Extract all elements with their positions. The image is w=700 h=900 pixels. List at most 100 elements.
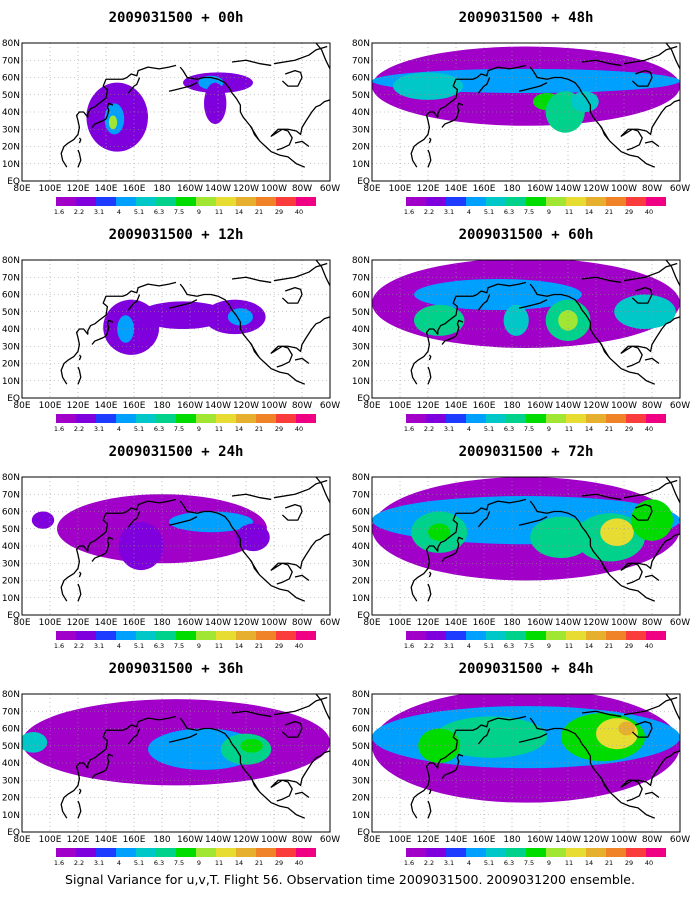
colorbar-swatch xyxy=(236,197,256,206)
colorbar-level-label: 2.2 xyxy=(424,642,434,650)
colorbar-level-label: 29 xyxy=(625,859,633,867)
colorbar-swatch xyxy=(466,197,486,206)
map-frame xyxy=(371,693,681,833)
colorbar: 1.6 2.2 3.1 4 5.1 6.3 7.5 9 11 14 21 29 40 xyxy=(54,414,316,433)
latitude-tick-label: 70N xyxy=(2,707,20,717)
latitude-tick-label: 40N xyxy=(2,542,20,552)
colorbar-swatch xyxy=(606,414,626,423)
longitude-tick-label: 60W xyxy=(320,184,340,194)
colorbar-swatch xyxy=(486,414,506,423)
coastline xyxy=(665,477,680,504)
colorbar-level-label: 11 xyxy=(565,208,573,216)
coastline xyxy=(441,753,464,779)
coastline xyxy=(281,286,303,304)
longitude-tick-label: 140E xyxy=(445,184,468,194)
latitude-tick-label: 80N xyxy=(352,256,370,266)
coastline xyxy=(427,149,432,168)
colorbar-level-label: 7.5 xyxy=(174,642,184,650)
latitude-tick-label: 80N xyxy=(2,473,20,483)
longitude-tick-label: 120E xyxy=(67,835,90,845)
longitude-tick-label: 120E xyxy=(417,401,440,411)
latitude-tick-label: 60N xyxy=(2,291,20,301)
colorbar-swatch xyxy=(56,631,76,640)
colorbar: 1.6 2.2 3.1 4 5.1 6.3 7.5 9 11 14 21 29 40 xyxy=(404,848,666,867)
latitude-tick-label: 40N xyxy=(352,108,370,118)
variance-contour-fill xyxy=(31,511,55,529)
longitude-tick-label: 100E xyxy=(389,401,412,411)
colorbar-swatch xyxy=(406,631,426,640)
colorbar-swatch xyxy=(646,197,666,206)
colorbar-level-label: 29 xyxy=(275,642,283,650)
colorbar-level-label: 21 xyxy=(255,425,263,433)
colorbar-swatch xyxy=(296,848,316,857)
coastline xyxy=(644,791,660,799)
latitude-tick-label: EQ xyxy=(357,611,370,621)
colorbar: 1.6 2.2 3.1 4 5.1 6.3 7.5 9 11 14 21 29 40 xyxy=(54,631,316,650)
latitude-tick-label: 80N xyxy=(352,39,370,49)
coastline xyxy=(518,82,548,92)
colorbar-swatch xyxy=(506,848,526,857)
colorbar-swatch xyxy=(116,631,136,640)
coastline xyxy=(427,366,432,385)
colorbar-level-label: 7.5 xyxy=(524,859,534,867)
coastline xyxy=(60,715,177,819)
colorbar-swatch xyxy=(546,631,566,640)
colorbar-swatch xyxy=(486,848,506,857)
coastline xyxy=(281,69,303,87)
longitude-tick-label: 100E xyxy=(389,835,412,845)
latitude-tick-label: 70N xyxy=(352,707,370,717)
colorbar-level-label: 5.1 xyxy=(134,642,144,650)
coastline xyxy=(428,354,432,361)
colorbar-swatch xyxy=(586,848,606,857)
colorbar-level-label: 40 xyxy=(645,425,653,433)
colorbar-level-label: 6.3 xyxy=(504,208,514,216)
longitude-tick-label: 140E xyxy=(95,401,118,411)
colorbar-swatch xyxy=(296,414,316,423)
longitude-tick-label: 180 xyxy=(153,835,170,845)
longitude-tick-label: 100W xyxy=(611,835,637,845)
colorbar-level-label: 11 xyxy=(215,859,223,867)
coastline xyxy=(168,516,198,526)
colorbar-level-label: 9 xyxy=(197,642,201,650)
colorbar-level-label: 5.1 xyxy=(134,208,144,216)
colorbar-level-label: 11 xyxy=(565,859,573,867)
longitude-tick-label: 60W xyxy=(670,618,690,628)
longitude-tick-label: 60W xyxy=(320,618,340,628)
longitude-tick-label: 60W xyxy=(670,835,690,845)
coastline xyxy=(294,574,310,582)
colorbar-level-label: 21 xyxy=(605,425,613,433)
colorbar-level-label: 2.2 xyxy=(74,642,84,650)
longitude-tick-label: 180 xyxy=(153,184,170,194)
latitude-tick-label: 10N xyxy=(352,160,370,170)
longitude-tick-label: 160W xyxy=(527,618,553,628)
coastline xyxy=(179,717,306,819)
colorbar-level-label: 11 xyxy=(215,425,223,433)
longitude-tick-label: 140W xyxy=(205,184,231,194)
longitude-tick-label: 80E xyxy=(363,835,380,845)
longitude-tick-label: 80W xyxy=(292,835,312,845)
coastline xyxy=(249,559,260,574)
colorbar-swatch xyxy=(466,414,486,423)
colorbar-swatch xyxy=(566,414,586,423)
latitude-tick-label: 70N xyxy=(352,490,370,500)
variance-contour-fill xyxy=(631,499,673,541)
colorbar-swatch xyxy=(156,197,176,206)
colorbar-swatch xyxy=(96,414,116,423)
latitude-tick-label: EQ xyxy=(7,394,20,404)
variance-contour-fill xyxy=(236,523,270,552)
colorbar-swatch xyxy=(296,197,316,206)
longitude-tick-label: 180 xyxy=(503,184,520,194)
coastline xyxy=(294,357,310,365)
colorbar-swatch xyxy=(606,631,626,640)
latitude-tick-label: 50N xyxy=(352,742,370,752)
coastline xyxy=(620,533,680,585)
colorbar-swatch xyxy=(646,631,666,640)
longitude-tick-label: 60W xyxy=(670,184,690,194)
coastline xyxy=(623,696,678,716)
coastline xyxy=(127,511,141,528)
latitude-tick-label: 80N xyxy=(2,39,20,49)
latitude-tick-label: 40N xyxy=(2,325,20,335)
colorbar-swatch xyxy=(646,414,666,423)
longitude-tick-label: 140W xyxy=(555,401,581,411)
coastline xyxy=(644,574,660,582)
